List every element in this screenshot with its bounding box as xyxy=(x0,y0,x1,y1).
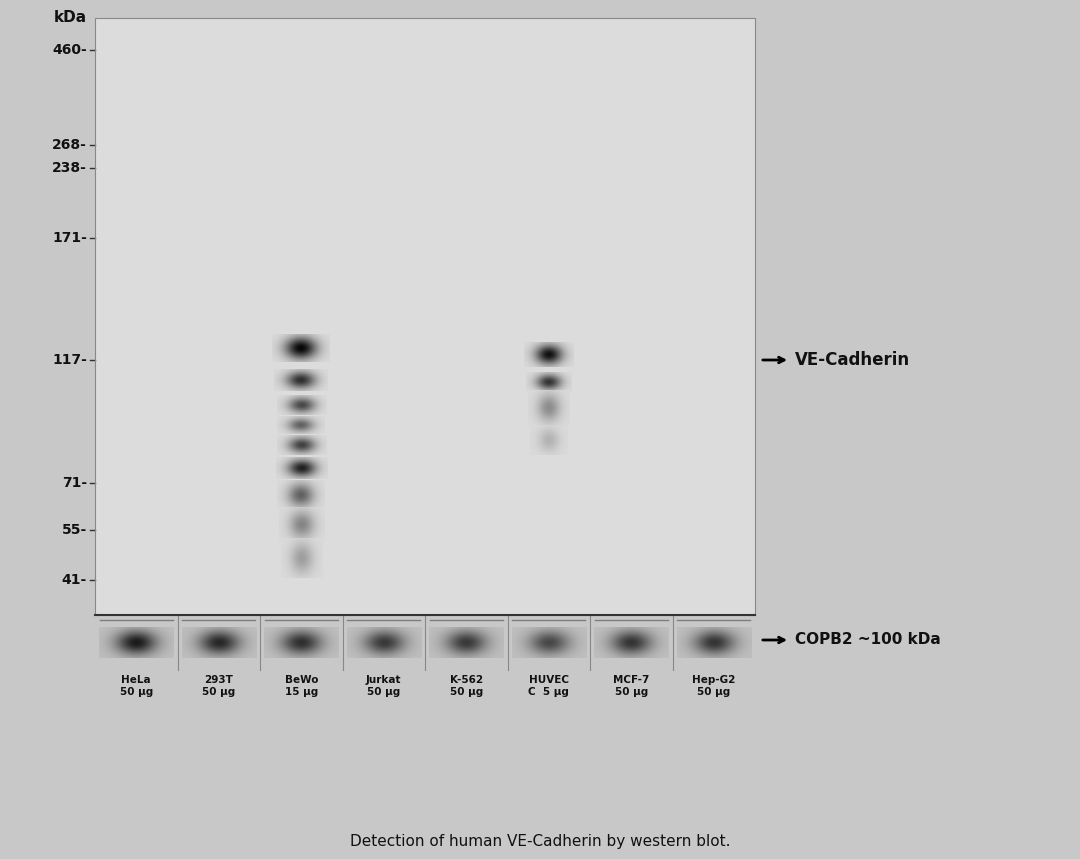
Text: 293T
50 μg: 293T 50 μg xyxy=(202,675,235,697)
Text: HUVEC
C  5 μg: HUVEC C 5 μg xyxy=(528,675,569,697)
Text: K-562
50 μg: K-562 50 μg xyxy=(449,675,483,697)
Text: 41-: 41- xyxy=(62,573,87,587)
Text: BeWo
15 μg: BeWo 15 μg xyxy=(284,675,318,697)
Text: MCF-7
50 μg: MCF-7 50 μg xyxy=(613,675,649,697)
Text: 460-: 460- xyxy=(52,43,87,57)
Text: kDa: kDa xyxy=(54,10,87,25)
Text: Hep-G2
50 μg: Hep-G2 50 μg xyxy=(692,675,735,697)
Text: COPB2 ~100 kDa: COPB2 ~100 kDa xyxy=(795,632,941,648)
Text: Jurkat
50 μg: Jurkat 50 μg xyxy=(366,675,402,697)
Bar xyxy=(95,615,755,670)
Text: 71-: 71- xyxy=(62,476,87,490)
Bar xyxy=(95,18,755,615)
Text: 55-: 55- xyxy=(62,523,87,537)
Text: 171-: 171- xyxy=(52,231,87,245)
Text: 117-: 117- xyxy=(52,353,87,367)
Text: HeLa
50 μg: HeLa 50 μg xyxy=(120,675,153,697)
Text: 238-: 238- xyxy=(52,161,87,175)
Bar xyxy=(95,18,755,615)
Text: 268-: 268- xyxy=(52,138,87,152)
Text: VE-Cadherin: VE-Cadherin xyxy=(795,351,910,369)
Text: Detection of human VE-Cadherin by western blot.: Detection of human VE-Cadherin by wester… xyxy=(350,834,730,849)
